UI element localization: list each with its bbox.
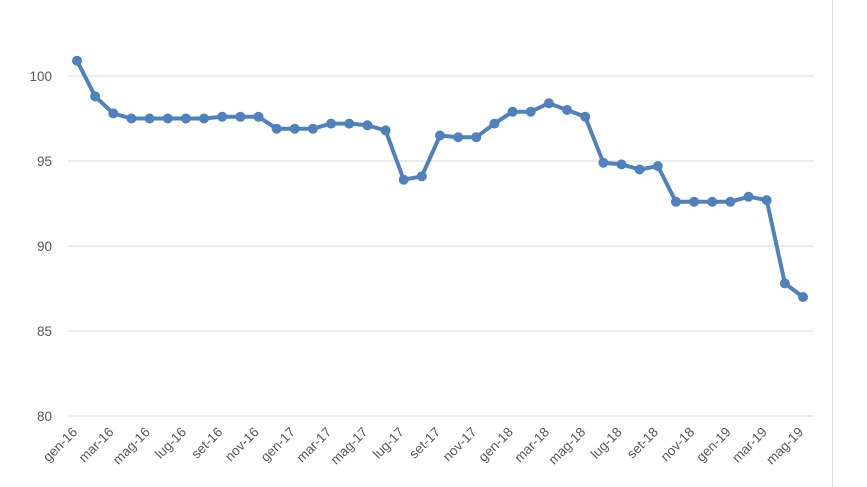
x-tick-label: lug-17 xyxy=(370,424,407,461)
data-point xyxy=(634,164,645,175)
data-point xyxy=(525,106,536,117)
data-point xyxy=(362,120,373,131)
data-point xyxy=(380,125,391,136)
x-tick-label: lug-18 xyxy=(588,424,625,461)
data-point xyxy=(253,111,264,122)
y-tick-label: 100 xyxy=(29,69,52,84)
data-point xyxy=(217,111,228,122)
chart-border xyxy=(832,0,833,487)
y-tick-label: 90 xyxy=(37,239,52,254)
data-point xyxy=(398,174,409,185)
data-point xyxy=(235,111,246,122)
x-tick-label: mag-16 xyxy=(110,424,153,467)
data-point xyxy=(689,196,700,207)
data-point xyxy=(90,91,101,102)
data-point xyxy=(144,113,155,124)
data-point xyxy=(344,118,355,129)
x-tick-label: mag-18 xyxy=(546,424,589,467)
x-tick-label: gen-18 xyxy=(476,424,516,464)
x-tick-label: mar-19 xyxy=(729,424,770,465)
gridlines xyxy=(68,75,814,417)
x-tick-label: lug-16 xyxy=(152,424,189,461)
data-point xyxy=(562,105,573,115)
data-point xyxy=(416,171,427,182)
data-point xyxy=(162,113,173,124)
y-axis-ticks: 80 85 90 95 100 xyxy=(29,69,52,424)
data-point xyxy=(670,196,681,207)
x-tick-label: mag-19 xyxy=(763,424,806,467)
data-point xyxy=(507,106,518,117)
x-tick-label: mar-17 xyxy=(294,424,335,465)
x-tick-label: mar-16 xyxy=(76,424,117,465)
data-point xyxy=(598,157,609,168)
data-point xyxy=(471,132,482,143)
series-line xyxy=(75,58,805,299)
data-point xyxy=(271,123,282,134)
data-point xyxy=(616,159,627,170)
x-tick-label: nov-17 xyxy=(440,424,480,464)
data-point xyxy=(453,132,464,143)
data-point xyxy=(108,108,119,119)
x-tick-label: nov-18 xyxy=(658,424,698,464)
data-point xyxy=(326,118,337,129)
data-point xyxy=(180,113,191,124)
data-point xyxy=(779,278,790,289)
y-tick-label: 85 xyxy=(37,324,52,339)
data-point xyxy=(798,292,808,302)
x-tick-label: gen-16 xyxy=(40,424,80,464)
data-point xyxy=(489,118,500,129)
x-tick-label: gen-17 xyxy=(258,424,298,464)
data-point xyxy=(435,130,445,141)
data-point xyxy=(199,113,210,124)
x-tick-label: mar-18 xyxy=(511,424,552,465)
x-tick-label: gen-19 xyxy=(693,424,733,464)
x-tick-label: nov-16 xyxy=(222,424,262,464)
x-tick-label: set-16 xyxy=(188,424,225,461)
y-tick-label: 95 xyxy=(37,154,52,169)
series-points xyxy=(72,55,808,302)
data-point xyxy=(580,111,591,122)
data-point xyxy=(707,196,718,207)
data-point xyxy=(72,55,82,66)
data-point xyxy=(652,161,663,172)
data-point xyxy=(307,123,318,134)
series-line-path xyxy=(75,58,805,299)
x-tick-label: mag-17 xyxy=(328,424,371,467)
y-tick-label: 80 xyxy=(37,409,52,424)
data-point xyxy=(543,98,554,109)
x-tick-label: set-18 xyxy=(624,424,661,461)
data-point xyxy=(743,191,754,202)
data-point xyxy=(761,195,772,206)
data-point xyxy=(126,113,137,124)
data-point xyxy=(289,123,300,134)
x-tick-label: set-17 xyxy=(406,424,443,461)
data-point xyxy=(725,196,736,207)
